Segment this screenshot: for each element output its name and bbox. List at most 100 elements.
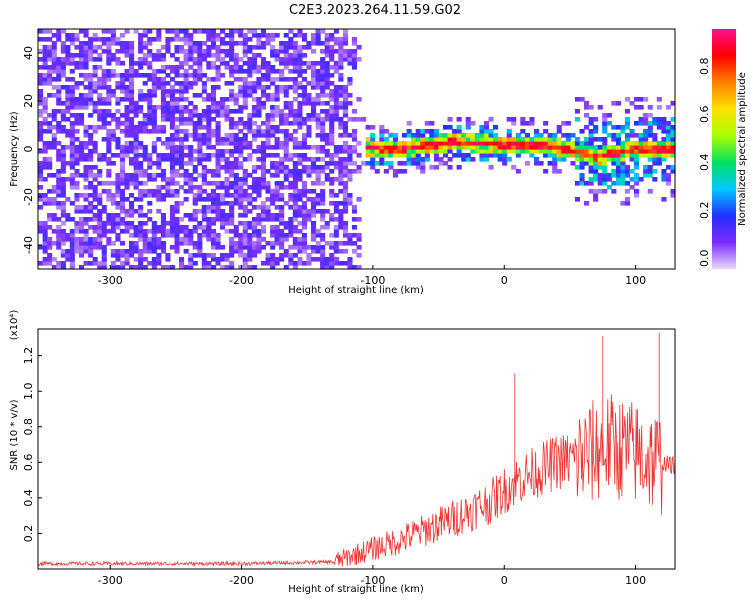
spectrogram-cell: [97, 209, 103, 214]
spectrogram-cell: [106, 229, 112, 234]
spectrogram-cell: [593, 153, 599, 158]
spectrogram-cell: [247, 141, 253, 146]
spectrogram-cell: [233, 229, 239, 234]
spectrogram-cell: [242, 133, 248, 138]
spectrogram-cell: [265, 181, 271, 186]
spectrogram-cell: [274, 165, 280, 170]
spectrogram-cell: [292, 261, 298, 266]
spectrogram-cell: [256, 109, 262, 114]
spectrogram-cell: [215, 209, 221, 214]
spectrogram-cell: [270, 201, 276, 206]
spectrogram-cell: [602, 125, 608, 130]
spectrogram-cell: [311, 77, 317, 82]
spectrogram-cell: [593, 177, 599, 182]
spectrogram-cell: [56, 225, 62, 230]
spectrogram-cell: [351, 249, 357, 254]
spectrogram-cell: [174, 109, 180, 114]
spectrogram-cell: [142, 257, 148, 262]
spectrogram-cell: [392, 173, 398, 178]
spectrogram-cell: [88, 141, 94, 146]
spectrogram-cell: [129, 213, 135, 218]
spectrogram-cell: [124, 149, 130, 154]
spectrogram-cell: [643, 145, 649, 150]
spectrogram-cell: [79, 249, 85, 254]
spectrogram-cell: [283, 101, 289, 106]
spectrogram-cell: [292, 81, 298, 86]
spectrogram-cell: [101, 125, 107, 130]
spectrogram-cell: [488, 165, 494, 170]
spectrogram-cell: [106, 217, 112, 222]
spectrogram-cell: [301, 169, 307, 174]
spectrogram-cell: [88, 89, 94, 94]
spectrogram-cell: [129, 101, 135, 106]
spectrogram-cell: [597, 153, 603, 158]
spectrogram-cell: [169, 105, 175, 110]
spectrogram-cell: [292, 109, 298, 114]
spectrogram-cell: [251, 185, 257, 190]
spectrogram-cell: [279, 45, 285, 50]
spectrogram-cell: [260, 229, 266, 234]
spectrogram-cell: [197, 125, 203, 130]
spectrogram-cell: [342, 193, 348, 198]
spectrogram-cell: [311, 213, 317, 218]
spectrogram-cell: [238, 161, 244, 166]
spectrogram-cell: [306, 129, 312, 134]
spectrogram-cell: [670, 145, 676, 150]
spectrogram-cell: [320, 77, 326, 82]
spectrogram-cell: [315, 165, 321, 170]
spectrogram-cell: [97, 93, 103, 98]
spectrogram-cell: [292, 181, 298, 186]
spectrogram-cell: [215, 193, 221, 198]
spectrogram-cell: [306, 117, 312, 122]
spectrogram-cell: [251, 57, 257, 62]
spectrogram-cell: [169, 157, 175, 162]
spectrogram-cell: [661, 197, 667, 202]
spectrogram-cell: [256, 193, 262, 198]
spectrogram-cell: [238, 181, 244, 186]
spectrogram-cell: [329, 137, 335, 142]
spectrogram-cell: [602, 121, 608, 126]
spectrogram-cell: [229, 49, 235, 54]
spectrogram-cell: [74, 137, 80, 142]
spectrogram-cell: [174, 125, 180, 130]
spectrogram-cell: [324, 133, 330, 138]
spectrogram-cell: [256, 53, 262, 58]
spectrogram-cell: [265, 113, 271, 118]
spectrogram-cell: [119, 205, 125, 210]
spectrogram-cell: [306, 157, 312, 162]
spectrogram-cell: [233, 53, 239, 58]
spectrogram-cell: [524, 121, 530, 126]
spectrogram-cell: [210, 193, 216, 198]
spectrogram-cell: [224, 109, 230, 114]
spectrogram-cell: [156, 33, 162, 38]
spectrogram-cell: [74, 45, 80, 50]
spectrogram-cell: [210, 101, 216, 106]
snr-x-tick-label: 0: [501, 574, 508, 587]
spectrogram-cell: [138, 65, 144, 70]
spectrogram-cell: [242, 193, 248, 198]
spectrogram-cell: [229, 221, 235, 226]
spectrogram-cell: [670, 133, 676, 138]
spectrogram-cell: [297, 169, 303, 174]
spectrogram-cell: [333, 161, 339, 166]
spectrogram-cell: [306, 45, 312, 50]
spectrogram-cell: [51, 185, 57, 190]
spectrogram-cell: [47, 213, 53, 218]
spectrogram-cell: [220, 149, 226, 154]
spectrogram-cell: [338, 189, 344, 194]
spectrogram-cell: [83, 97, 89, 102]
spectrogram-cell: [192, 61, 198, 66]
spectrogram-cell: [656, 157, 662, 162]
spectrogram-cell: [147, 101, 153, 106]
spectrogram-cell: [338, 57, 344, 62]
spectrogram-cell: [192, 201, 198, 206]
spectrogram-cell: [183, 97, 189, 102]
spectrogram-cell: [615, 149, 621, 154]
spectrogram-cell: [370, 165, 376, 170]
spectrogram-cell: [420, 161, 426, 166]
spectrogram-cell: [647, 165, 653, 170]
spectrogram-cell: [88, 217, 94, 222]
spectrogram-cell: [652, 133, 658, 138]
spectrogram-cell: [88, 181, 94, 186]
spectrogram-cell: [110, 193, 116, 198]
